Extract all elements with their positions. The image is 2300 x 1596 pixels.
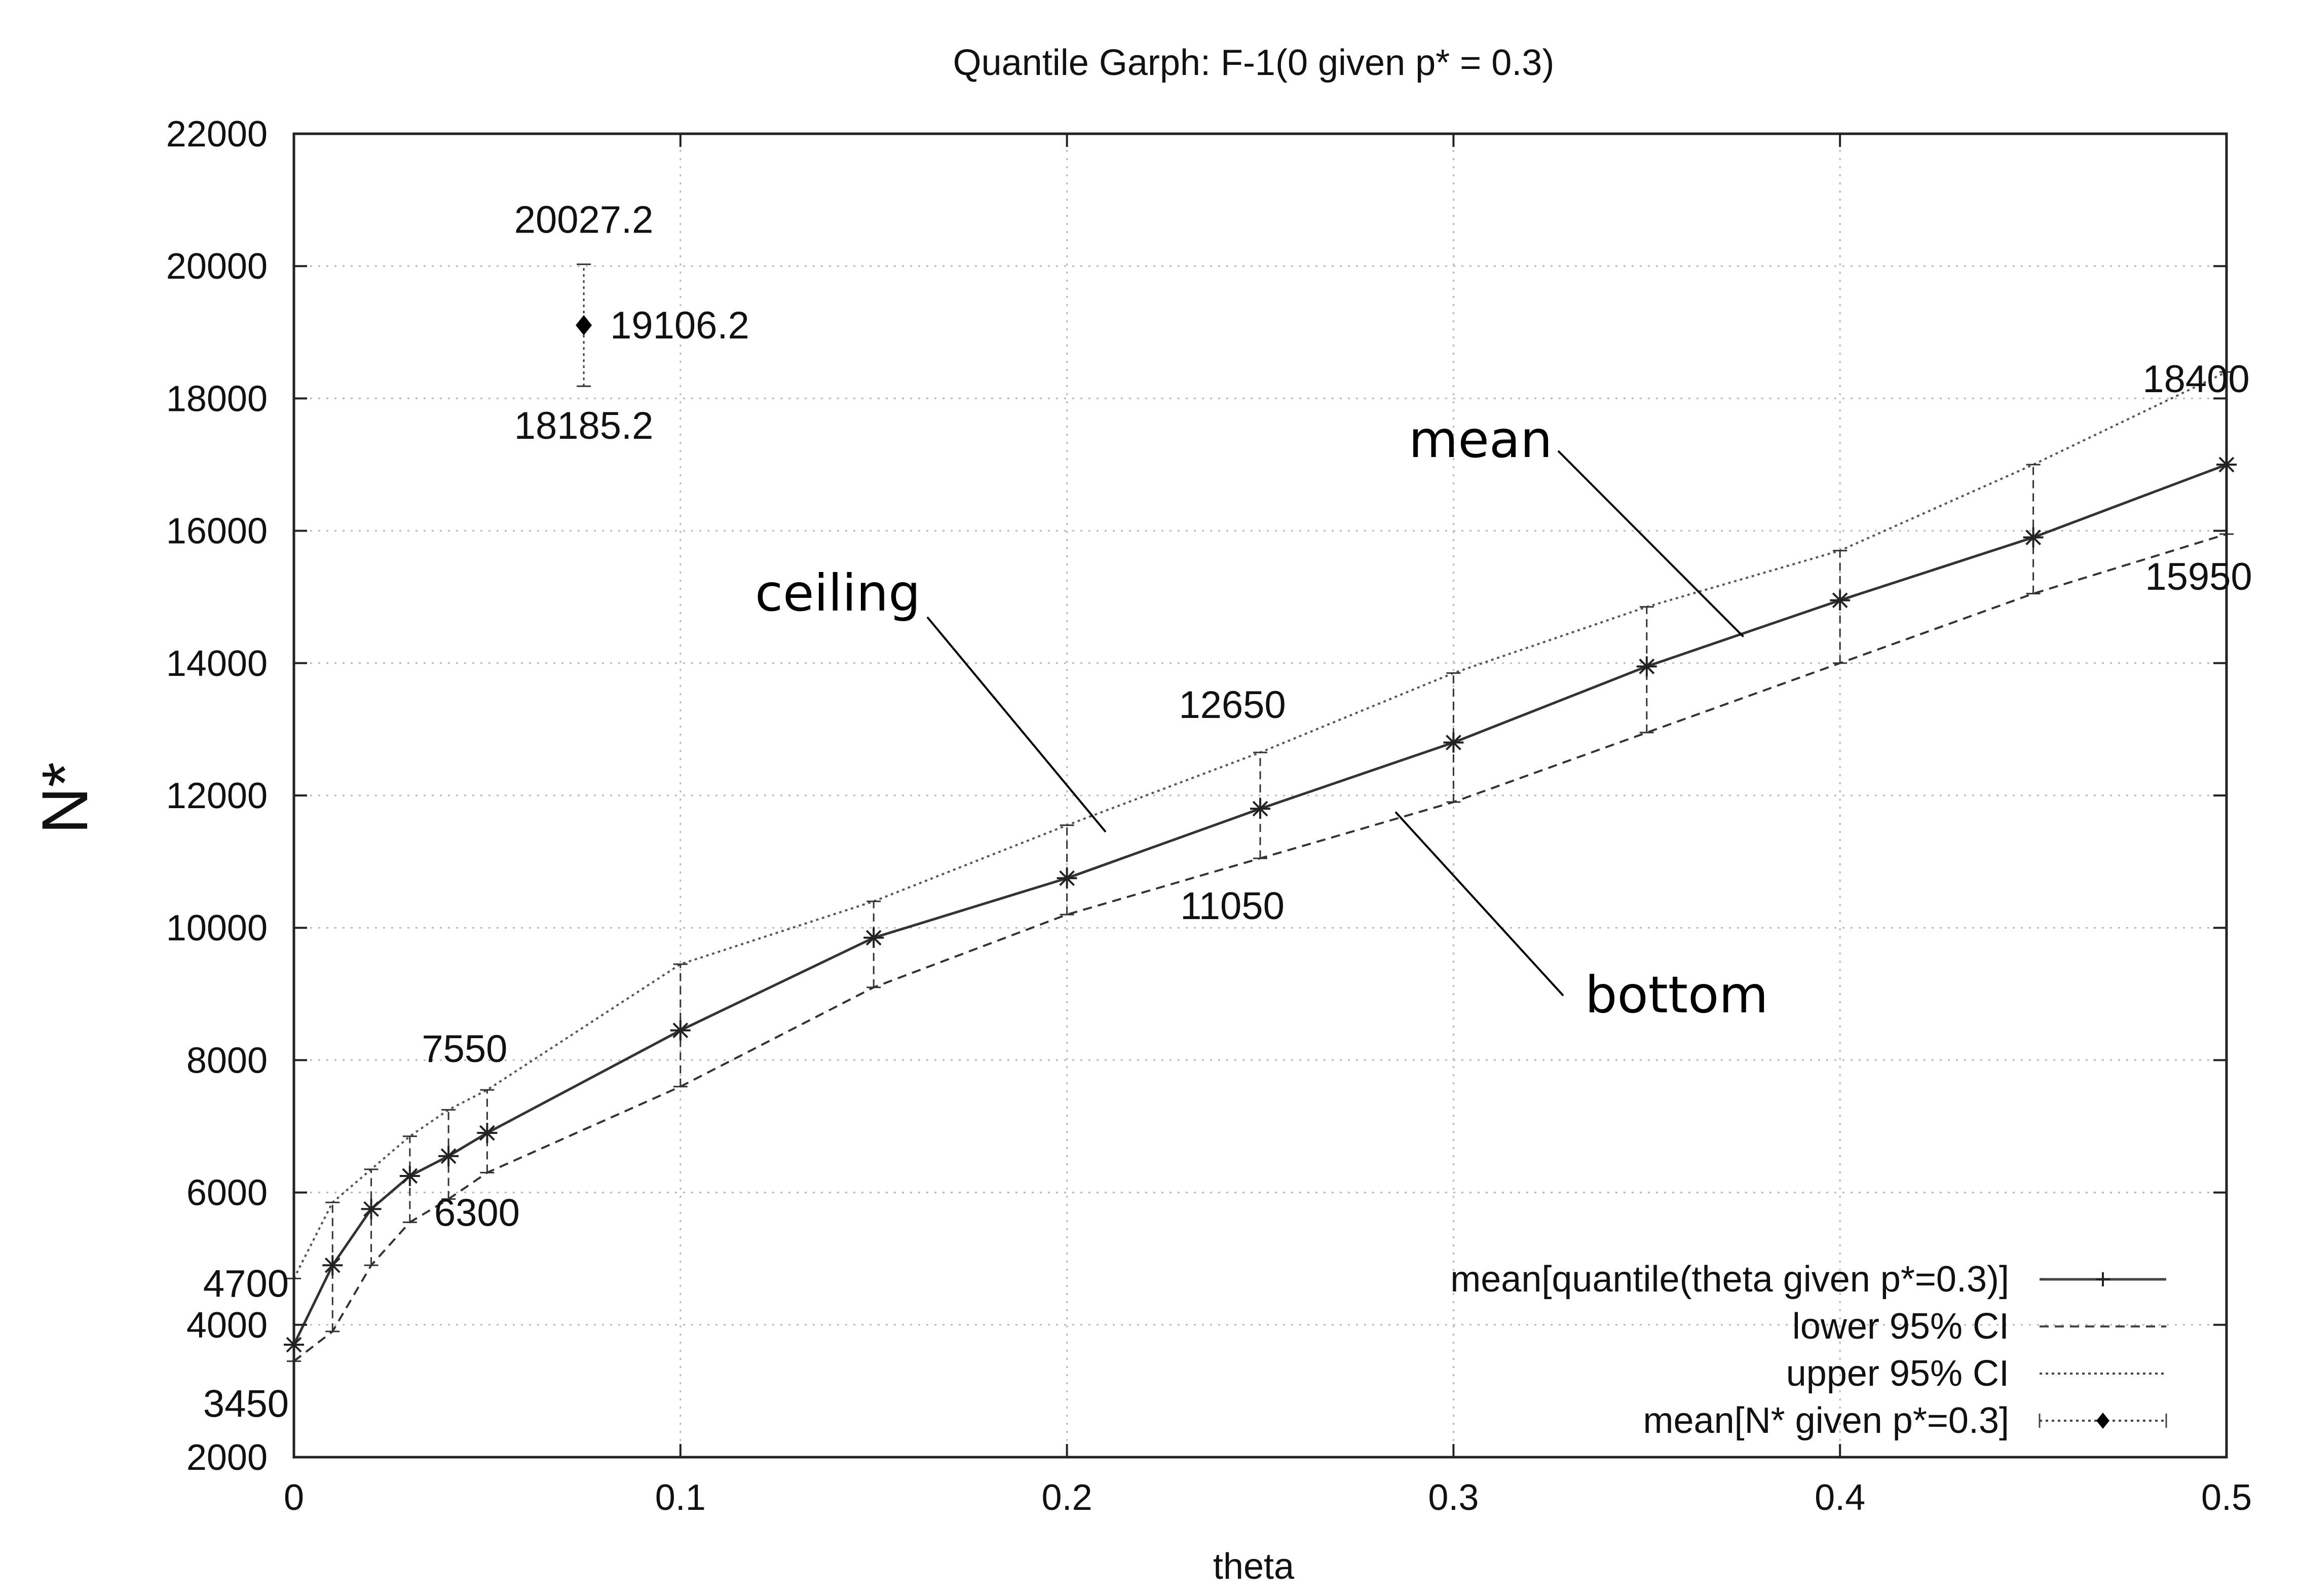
legend: mean[quantile(theta given p*=0.3)] lower … [1450,1259,2167,1441]
mean-point [322,1255,343,1276]
grid [294,134,2227,1457]
asterisk-stroke [324,1257,341,1273]
asterisk-stroke [363,1201,379,1217]
annotation-label: mean [1409,410,1553,469]
y-tick-label: 8000 [186,1040,268,1081]
legend-marker [2096,1413,2109,1429]
y-tick-label: 20000 [166,246,268,287]
asterisk-stroke [2025,529,2042,546]
data-label: 6300 [434,1191,520,1234]
data-label: 7550 [422,1028,507,1071]
legend-label: lower 95% CI [1792,1306,2009,1347]
mean-point [438,1146,459,1166]
asterisk-stroke [1445,735,1461,750]
series-line-2 [293,371,2227,1279]
mean-point [1057,868,1077,889]
legend-label: mean[N* given p*=0.3] [1643,1400,2009,1441]
asterisk-stroke [1059,870,1075,886]
asterisk-stroke [440,1148,457,1164]
x-tick-label: 0.3 [1428,1477,1479,1518]
mean-point [1250,799,1270,819]
y-tick-label: 10000 [166,908,268,948]
data-label: 3450 [203,1383,289,1426]
annotation-label: bottom [1585,965,1768,1024]
annotation-leader [926,616,1107,833]
x-tick-label: 0.5 [2201,1477,2252,1518]
mean-point [477,1123,498,1144]
asterisk-stroke [672,1022,689,1039]
asterisk-stroke [865,930,882,946]
data-label: 12650 [1179,683,1286,727]
asterisk-stroke [402,1168,418,1184]
y-tick-label: 4000 [186,1305,268,1346]
data-label: 15950 [2145,555,2252,598]
legend-label: mean[quantile(theta given p*=0.3)] [1450,1259,2009,1300]
y-tick-label: 22000 [166,114,268,155]
x-tick-label: 0.1 [655,1477,706,1518]
annotations-layer: mean ceiling bottom [755,410,1768,1024]
x-tick-label: 0 [284,1477,304,1518]
mean-point [863,927,884,948]
mean-point [1830,590,1851,611]
legend-label: upper 95% CI [1786,1353,2009,1394]
asterisk-stroke [1832,592,1848,609]
data-label: 4700 [203,1262,289,1305]
x-tick-label: 0.2 [1042,1477,1092,1518]
mean-point [1443,732,1464,753]
mean-point [670,1020,691,1041]
y-tick-label: 16000 [166,511,268,552]
asterisk-stroke [1252,801,1268,817]
mean-point [361,1199,382,1220]
y-tick-label: 18000 [166,378,268,419]
y-tick-label: 6000 [186,1173,268,1213]
annotation-leader [1557,450,1744,637]
point-low-label: 18185.2 [514,404,654,447]
y-axis-label: N* [29,762,101,834]
y-tick-label: 12000 [166,776,268,816]
y-tick-label: 2000 [186,1437,268,1478]
mean-n-point [576,315,592,335]
annotation-leader [1394,811,1564,997]
labels-layer: 19106.2 20027.2 18185.2 0 0.1 0.2 0.3 0.4 0.5 200… [166,114,2252,1518]
x-tick-label: 0.4 [1815,1477,1865,1518]
chart-title: Quantile Garph: F-1(0 given p* = 0.3) [953,43,1555,83]
y-tick-label: 14000 [166,643,268,684]
asterisk-stroke [479,1125,495,1141]
mean-point [399,1165,420,1186]
annotation-label: ceiling [755,563,921,623]
x-axis-label: theta [1213,1546,1295,1587]
asterisk-stroke [1639,658,1655,674]
data-label: 11050 [1180,885,1285,928]
ticks-layer [293,133,2228,1458]
mean-point [2023,527,2044,548]
data-label: 18400 [2142,358,2249,401]
mean-point [1636,656,1657,677]
point-high-label: 20027.2 [514,199,654,242]
point-value-label: 19106.2 [610,304,749,347]
